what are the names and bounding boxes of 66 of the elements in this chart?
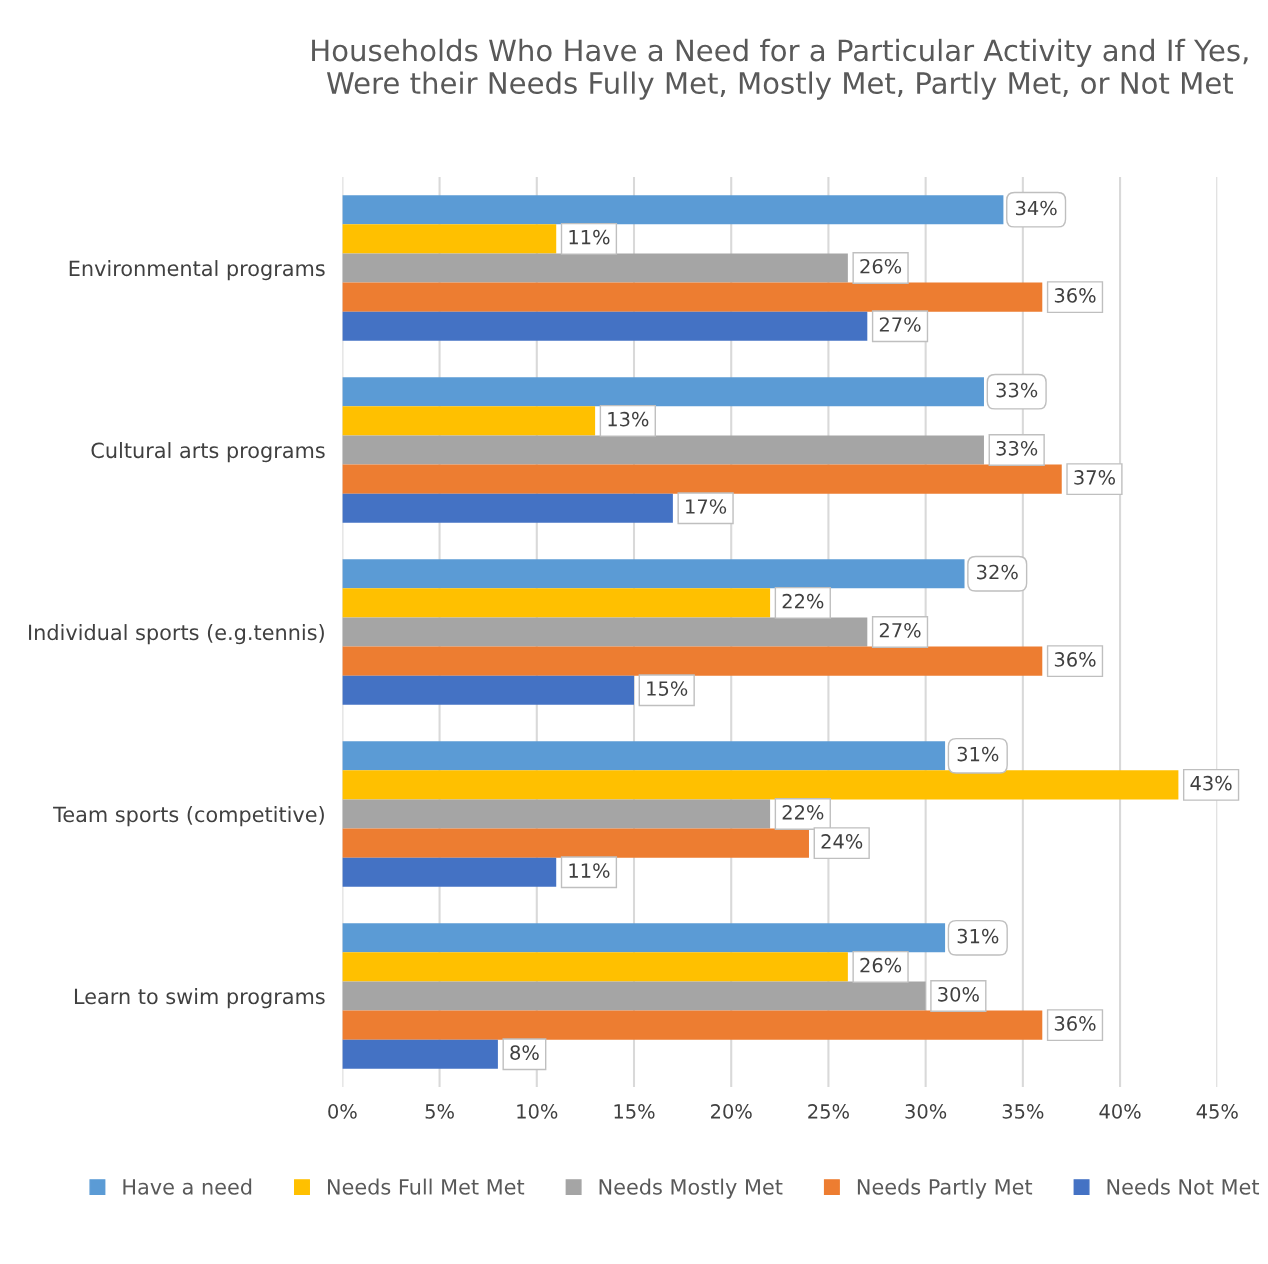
data-label: 31% — [957, 746, 999, 762]
bar — [342, 406, 596, 436]
y-tick-label: Cultural arts programs — [91, 442, 325, 463]
bar — [342, 770, 1179, 800]
bar — [342, 493, 673, 523]
chart-title: Households Who Have a Need for a Particular Activity and If Yes, Were their Needs Fully Met, Mostly Met, Partly Met, or Not Met — [312, 38, 1248, 100]
x-tick-label: 25% — [808, 1104, 849, 1119]
bar — [342, 952, 848, 982]
data-label: 13% — [608, 411, 649, 427]
data-label: 26% — [860, 258, 902, 274]
x-tick-label: 10% — [517, 1104, 558, 1119]
x-tick-label: 30% — [905, 1104, 947, 1119]
x-tick-label: 20% — [711, 1104, 752, 1119]
x-tick-label: 5% — [425, 1104, 454, 1119]
bar — [342, 617, 868, 647]
x-tick-label: 40% — [1099, 1104, 1141, 1119]
legend-label: Have a need — [123, 1178, 252, 1195]
bar — [342, 981, 926, 1011]
data-label: 36% — [1054, 288, 1096, 303]
data-label: 8% — [510, 1045, 539, 1060]
data-label: 27% — [879, 317, 921, 332]
data-label: 17% — [686, 499, 727, 514]
data-label: 22% — [782, 804, 824, 820]
legend-label: Needs Mostly Met — [599, 1178, 783, 1199]
bar — [342, 253, 848, 283]
data-label: 36% — [1054, 652, 1096, 667]
data-label: 37% — [1074, 470, 1115, 485]
bar — [342, 1010, 1043, 1040]
bar — [342, 799, 771, 829]
data-label: 33% — [996, 382, 1038, 398]
data-label: 33% — [996, 440, 1038, 456]
bar — [342, 282, 1043, 312]
data-label: 34% — [1016, 200, 1057, 216]
data-label: 24% — [821, 834, 863, 849]
data-label: 43% — [1190, 775, 1232, 791]
bar — [342, 857, 557, 887]
data-label: 11% — [569, 229, 610, 245]
bar — [342, 828, 809, 858]
x-tick-label: 35% — [1002, 1104, 1044, 1119]
y-tick-label: Individual sports (e.g.tennis) — [29, 624, 324, 645]
y-tick-label: Team sports (competitive) — [53, 806, 324, 827]
bar — [342, 675, 634, 705]
data-label: 31% — [957, 928, 999, 944]
data-label: 36% — [1054, 1016, 1096, 1031]
bar — [342, 224, 557, 254]
data-label: 15% — [647, 681, 688, 696]
bar — [342, 646, 1043, 676]
data-label: 32% — [977, 564, 1018, 580]
legend-label: Needs Full Met Met — [328, 1178, 525, 1195]
x-tick-label: 0% — [328, 1104, 357, 1119]
y-tick-label: Environmental programs — [69, 260, 325, 281]
bar — [342, 311, 868, 341]
y-tick-label: Learn to swim programs — [74, 988, 325, 1009]
data-label: 30% — [938, 986, 979, 1002]
bar — [342, 435, 984, 465]
bar — [342, 464, 1062, 494]
x-tick-label: 15% — [614, 1104, 655, 1119]
x-tick-label: 45% — [1196, 1104, 1238, 1119]
data-label: 26% — [860, 957, 902, 973]
bar — [342, 1039, 498, 1069]
legend-label: Needs Not Met — [1107, 1178, 1260, 1195]
data-label: 11% — [569, 863, 610, 878]
bar — [342, 588, 771, 618]
data-label: 22% — [782, 593, 824, 609]
legend-label: Needs Partly Met — [857, 1178, 1033, 1199]
data-label: 27% — [879, 622, 921, 638]
